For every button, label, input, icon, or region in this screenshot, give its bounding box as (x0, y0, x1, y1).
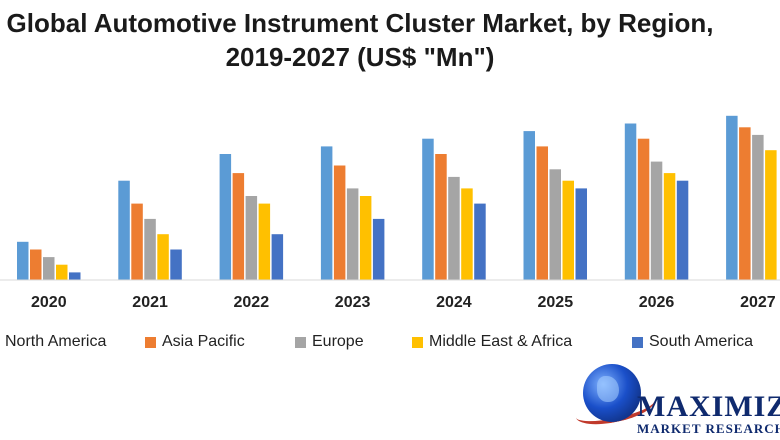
bar-2022-asia-pacific (232, 173, 245, 280)
bar-2024-north-america (422, 138, 434, 280)
bar-2021-europe (144, 218, 156, 280)
legend-swatch-europe (295, 336, 306, 348)
bar-2020-south-america (69, 272, 81, 280)
bar-2027-north-america (726, 115, 738, 280)
company-logo: MAXIMIZE MARKET RESEARCH P (575, 362, 780, 440)
bar-2023-europe (346, 188, 359, 280)
legend-label-south-america: South America (649, 333, 754, 350)
bar-2021-south-america (170, 249, 182, 280)
bar-2023-north-america (320, 146, 333, 280)
legend-swatch-middle-east-africa (412, 336, 423, 348)
chart-title-line2: 2019-2027 (US$ "Mn") (225, 42, 495, 72)
globe-icon (583, 364, 641, 422)
bar-2027-europe (752, 134, 764, 280)
chart-title-line1: Global Automotive Instrument Cluster Mar… (6, 8, 714, 38)
legend-item-europe: Europe (295, 333, 364, 351)
bar-2025-europe (549, 169, 561, 280)
logo-name: MAXIMIZE (637, 390, 780, 423)
bar-2026-asia-pacific (637, 138, 650, 280)
bar-2022-north-america (219, 154, 232, 280)
legend: North America Asia Pacific Europe Middle… (0, 333, 780, 355)
legend-label-asia-pacific: Asia Pacific (162, 333, 245, 350)
bar-2021-north-america (118, 180, 130, 280)
bar-2020-asia-pacific (30, 249, 42, 280)
legend-item-south-america: South America (632, 333, 753, 351)
legend-label-middle-east-africa: Middle East & Africa (429, 333, 573, 350)
x-tick-label-2025: 2025 (538, 294, 574, 311)
x-tick-label-2026: 2026 (639, 294, 675, 311)
legend-label-europe: Europe (312, 333, 364, 350)
legend-swatch-south-america (632, 336, 643, 348)
bar-2026-south-america (676, 180, 689, 280)
bar-chart: 2020 2021 2022 2023 2024 2025 2026 2027 (0, 115, 780, 311)
bar-2026-middle-east-africa (663, 173, 676, 280)
logo-tagline: MARKET RESEARCH P (637, 421, 780, 436)
bar-2024-south-america (474, 203, 486, 280)
x-tick-label-2022: 2022 (234, 294, 270, 311)
bars-group (17, 115, 777, 280)
legend-item-north-america: North America (0, 333, 106, 351)
bar-2020-middle-east-africa (56, 264, 68, 280)
x-tick-label-2024: 2024 (436, 294, 472, 311)
chart-title: Global Automotive Instrument Cluster Mar… (0, 6, 720, 74)
x-tick-label-2020: 2020 (31, 294, 67, 311)
bar-2021-middle-east-africa (157, 234, 169, 280)
bar-2024-asia-pacific (435, 154, 447, 280)
bar-2020-north-america (17, 241, 29, 280)
bar-2027-middle-east-africa (765, 150, 777, 280)
bar-2023-middle-east-africa (359, 196, 372, 280)
bar-2024-europe (448, 176, 460, 280)
x-tick-label-2027: 2027 (740, 294, 776, 311)
legend-item-asia-pacific: Asia Pacific (145, 333, 245, 351)
bar-2023-south-america (372, 218, 385, 280)
bar-2021-asia-pacific (131, 203, 143, 280)
bar-2022-europe (245, 196, 258, 280)
bar-2022-south-america (271, 234, 284, 280)
bar-2025-north-america (523, 131, 535, 280)
bar-2026-europe (650, 161, 663, 280)
bar-2023-asia-pacific (333, 165, 346, 280)
x-tick-label-2021: 2021 (132, 294, 168, 311)
legend-label-north-america: North America (5, 333, 107, 350)
legend-swatch-asia-pacific (145, 336, 156, 348)
bar-2026-north-america (624, 123, 637, 280)
x-tick-labels: 2020 2021 2022 2023 2024 2025 2026 2027 (31, 294, 776, 311)
bar-2020-europe (43, 257, 55, 280)
legend-item-middle-east-africa: Middle East & Africa (412, 333, 572, 351)
bar-2025-middle-east-africa (562, 180, 574, 280)
bar-2022-middle-east-africa (258, 203, 271, 280)
bar-2024-middle-east-africa (461, 188, 473, 280)
x-tick-label-2023: 2023 (335, 294, 371, 311)
bar-2027-asia-pacific (739, 127, 751, 280)
bar-2025-asia-pacific (536, 146, 548, 280)
bar-2025-south-america (575, 188, 587, 280)
